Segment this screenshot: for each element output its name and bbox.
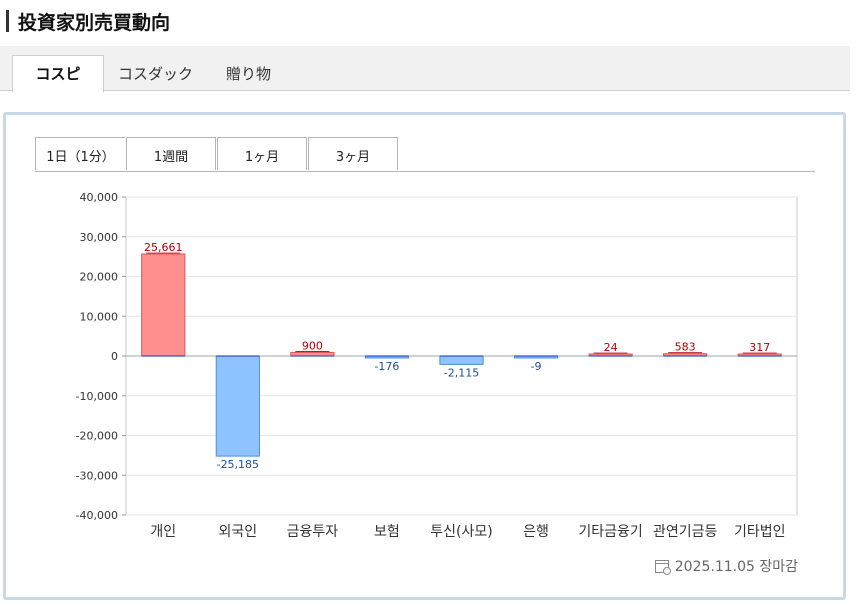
bar-layer — [141, 253, 782, 457]
data-label: 317 — [749, 341, 770, 354]
tab-kosdaq[interactable]: コスダック — [118, 65, 194, 83]
title-accent-bar — [6, 10, 9, 32]
y-tick-label: -20,000 — [76, 430, 118, 443]
y-tick-label: 40,000 — [80, 191, 119, 204]
y-tick-label: -10,000 — [76, 390, 118, 403]
tab-futures[interactable]: 贈り物 — [226, 65, 272, 83]
y-tick-label: -30,000 — [76, 469, 118, 482]
tab-1day-label: 1日（1分） — [46, 150, 115, 165]
x-tick-label: 보험 — [374, 524, 400, 540]
data-label: 583 — [675, 341, 696, 354]
grid-layer — [122, 196, 798, 516]
bar — [141, 253, 186, 357]
y-tick-label: -40,000 — [76, 509, 118, 522]
data-label: -176 — [374, 360, 399, 373]
tab-3month[interactable]: 3ヶ月 — [308, 137, 398, 170]
y-tick-label: 10,000 — [80, 310, 119, 323]
market-tab-bar: コスピ コスダック 贈り物 — [0, 46, 850, 93]
y-tick-label: 20,000 — [80, 271, 119, 284]
x-tick-label: 투신(사모) — [430, 524, 492, 540]
page-title: 投資家別売買動向 — [18, 12, 171, 34]
x-tick-label: 금융투자 — [287, 524, 339, 540]
data-label: 900 — [302, 339, 323, 352]
period-tab-bar: 1日（1分） 1週間 1ヶ月 3ヶ月 — [35, 137, 815, 172]
x-tick-label: 관연기금등 — [653, 524, 718, 540]
data-label: -25,185 — [217, 458, 259, 471]
tab-1day[interactable]: 1日（1分） — [35, 137, 125, 170]
x-tick-label: 기타법인 — [734, 524, 786, 540]
data-label: -2,115 — [444, 366, 479, 379]
x-tick-label: 기타금융기 — [578, 524, 642, 540]
tab-1week[interactable]: 1週間 — [126, 137, 216, 170]
data-label: 25,661 — [144, 241, 183, 254]
footer-timestamp: 2025.11.05 장마감 — [654, 556, 798, 576]
y-tick-label: 30,000 — [80, 231, 119, 244]
label-layer: 40,000 30,000 20,000 10,000 0 -10,000 -20,000 -… — [76, 191, 786, 540]
tab-kospi[interactable]: コスピ — [12, 55, 104, 93]
x-tick-label: 개인 — [150, 524, 176, 540]
data-label: 24 — [604, 341, 618, 354]
x-tick-label: 외국인 — [219, 524, 258, 540]
data-label: -9 — [531, 360, 542, 373]
y-tick-label: 0 — [111, 350, 118, 363]
footer-date: 2025.11.05 장마감 — [674, 559, 798, 575]
calendar-icon — [654, 559, 671, 575]
bar — [215, 355, 260, 457]
x-tick-label: 은행 — [523, 524, 549, 540]
bar — [439, 355, 484, 365]
tab-1month[interactable]: 1ヶ月 — [217, 137, 307, 170]
